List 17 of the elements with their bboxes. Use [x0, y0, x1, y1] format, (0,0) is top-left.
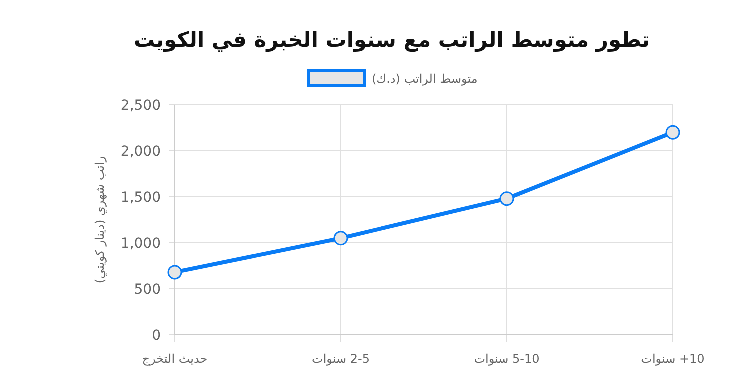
y-tick-label: 2,000: [120, 144, 161, 160]
point: [168, 265, 182, 280]
y-tick-label: 500: [134, 282, 161, 298]
x-tick-label: 2-5 سنوات: [312, 352, 370, 366]
y-tick-label: 2,500: [120, 98, 161, 114]
point: [500, 192, 514, 206]
point: [666, 125, 680, 140]
point: [334, 231, 348, 246]
y-axis-title: راتب شهري (دينار كويتي): [93, 156, 107, 284]
y-tick-label: 1,500: [120, 190, 161, 206]
y-tick-label: 0: [152, 328, 161, 344]
chart-title: تطور متوسط الراتب مع سنوات الخبرة في الكويت: [134, 28, 650, 53]
y-tick-label: 1,000: [120, 236, 161, 252]
x-tick-label: 10+ سنوات: [641, 352, 705, 366]
x-tick-label: 5-10 سنوات: [474, 352, 540, 366]
x-tick-label: حديث التخرج: [142, 352, 208, 366]
legend-label: متوسط الراتب (د.ك): [372, 72, 478, 86]
